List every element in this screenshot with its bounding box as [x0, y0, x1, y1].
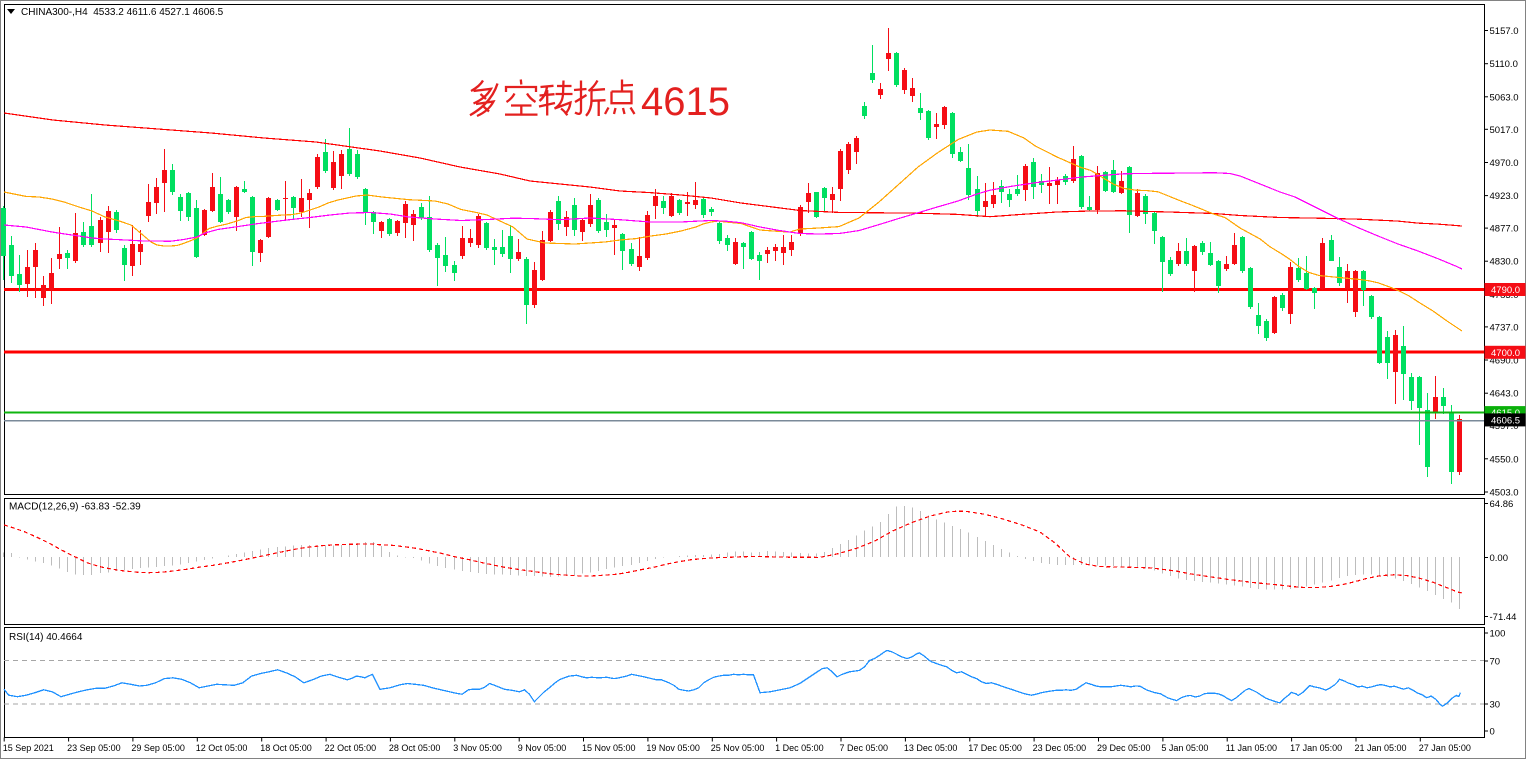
svg-text:29 Dec 05:00: 29 Dec 05:00: [1097, 743, 1151, 753]
svg-text:RSI(14) 40.4664: RSI(14) 40.4664: [9, 632, 83, 643]
svg-text:7 Dec 05:00: 7 Dec 05:00: [840, 743, 889, 753]
svg-text:5 Jan 05:00: 5 Jan 05:00: [1161, 743, 1208, 753]
svg-text:5063.0: 5063.0: [1490, 92, 1519, 103]
svg-text:13 Dec 05:00: 13 Dec 05:00: [904, 743, 958, 753]
svg-text:100: 100: [1490, 629, 1506, 640]
svg-text:5157.0: 5157.0: [1490, 26, 1519, 37]
svg-text:17 Dec 05:00: 17 Dec 05:00: [968, 743, 1022, 753]
svg-text:28 Oct 05:00: 28 Oct 05:00: [389, 743, 441, 753]
svg-text:CHINA300-,H4 4533.2 4611.6 45: CHINA300-,H4 4533.2 4611.6 4527.1 4606.5: [21, 7, 224, 18]
svg-text:4923.0: 4923.0: [1490, 191, 1519, 202]
svg-text:4606.5: 4606.5: [1491, 415, 1520, 426]
svg-text:15 Sep 2021: 15 Sep 2021: [3, 743, 54, 753]
svg-text:0.00: 0.00: [1490, 553, 1509, 564]
svg-text:17 Jan 05:00: 17 Jan 05:00: [1290, 743, 1342, 753]
svg-text:9 Nov 05:00: 9 Nov 05:00: [518, 743, 567, 753]
svg-text:4550.0: 4550.0: [1490, 454, 1519, 465]
svg-text:3 Nov 05:00: 3 Nov 05:00: [453, 743, 502, 753]
svg-text:15 Nov 05:00: 15 Nov 05:00: [582, 743, 636, 753]
svg-text:4700.0: 4700.0: [1491, 348, 1520, 359]
svg-text:MACD(12,26,9) -63.83 -52.39: MACD(12,26,9) -63.83 -52.39: [9, 502, 141, 513]
svg-text:4790.0: 4790.0: [1491, 285, 1520, 296]
svg-text:22 Oct 05:00: 22 Oct 05:00: [325, 743, 377, 753]
svg-text:4615: 4615: [641, 80, 730, 124]
svg-text:27 Jan 05:00: 27 Jan 05:00: [1419, 743, 1471, 753]
svg-text:23 Dec 05:00: 23 Dec 05:00: [1033, 743, 1087, 753]
svg-text:4690.0: 4690.0: [1490, 356, 1519, 367]
svg-text:29 Sep 05:00: 29 Sep 05:00: [131, 743, 185, 753]
svg-text:19 Nov 05:00: 19 Nov 05:00: [646, 743, 700, 753]
svg-text:1 Dec 05:00: 1 Dec 05:00: [775, 743, 824, 753]
svg-text:4970.0: 4970.0: [1490, 158, 1519, 169]
svg-text:25 Nov 05:00: 25 Nov 05:00: [711, 743, 765, 753]
svg-text:4503.0: 4503.0: [1490, 488, 1519, 499]
svg-text:5110.0: 5110.0: [1490, 59, 1518, 70]
svg-text:4877.0: 4877.0: [1490, 224, 1519, 235]
svg-text:0: 0: [1490, 727, 1495, 738]
svg-text:11 Jan 05:00: 11 Jan 05:00: [1226, 743, 1277, 753]
svg-text:23 Sep 05:00: 23 Sep 05:00: [67, 743, 121, 753]
svg-text:30: 30: [1490, 700, 1501, 711]
svg-text:4737.0: 4737.0: [1490, 322, 1519, 333]
svg-text:4643.0: 4643.0: [1490, 389, 1519, 400]
svg-text:5017.0: 5017.0: [1490, 125, 1519, 136]
svg-text:64.86: 64.86: [1490, 499, 1514, 510]
svg-text:70: 70: [1490, 657, 1501, 668]
svg-text:12 Oct 05:00: 12 Oct 05:00: [196, 743, 248, 753]
svg-text:4830.0: 4830.0: [1490, 257, 1519, 268]
svg-text:-71.44: -71.44: [1490, 612, 1517, 623]
svg-text:4597.0: 4597.0: [1490, 421, 1519, 432]
svg-text:18 Oct 05:00: 18 Oct 05:00: [260, 743, 312, 753]
svg-text:21 Jan 05:00: 21 Jan 05:00: [1355, 743, 1407, 753]
